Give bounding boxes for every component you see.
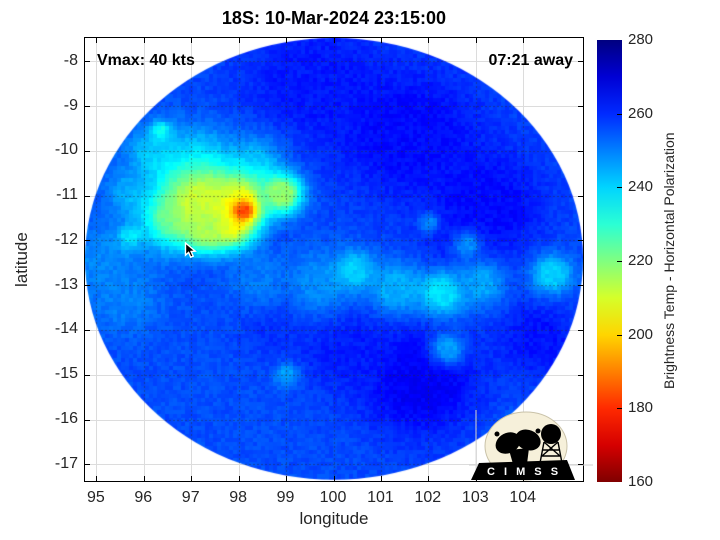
colorbar-tick-mark bbox=[617, 334, 622, 336]
colorbar-tick-label: 240 bbox=[628, 178, 654, 196]
tick-mark bbox=[428, 38, 429, 43]
plot-area: C I M S S Vmax: 40 kts 07:21 away bbox=[84, 37, 593, 482]
x-tick-label: 97 bbox=[181, 489, 200, 506]
tick-mark bbox=[523, 476, 524, 481]
tick-mark bbox=[578, 375, 583, 376]
y-tick-label: -17 bbox=[54, 454, 78, 472]
tick-mark bbox=[578, 285, 583, 286]
y-tick-label: -15 bbox=[54, 365, 78, 383]
y-tick-label: -14 bbox=[54, 320, 78, 338]
tick-mark bbox=[476, 476, 477, 481]
tick-mark bbox=[578, 106, 583, 107]
mouse-cursor-icon bbox=[184, 242, 197, 259]
tick-mark bbox=[381, 476, 382, 481]
tick-mark bbox=[191, 38, 192, 43]
colorbar-tick-label: 160 bbox=[628, 473, 654, 490]
x-tick-label: 101 bbox=[367, 489, 394, 506]
colorbar-tick-label: 180 bbox=[628, 399, 654, 417]
cimss-logo: C I M S S bbox=[469, 410, 593, 481]
tick-mark bbox=[578, 151, 583, 152]
colorbar-tick-mark bbox=[617, 408, 622, 410]
logo-banner bbox=[471, 460, 575, 480]
tick-mark bbox=[85, 330, 90, 331]
x-tick-label: 96 bbox=[134, 489, 153, 506]
y-tick-label: -10 bbox=[54, 141, 78, 159]
satellite-swath-heatmap bbox=[85, 38, 583, 481]
colorbar-tick-mark bbox=[617, 187, 622, 189]
y-tick-label: -13 bbox=[54, 275, 78, 293]
tick-mark bbox=[85, 375, 90, 376]
tick-mark bbox=[191, 476, 192, 481]
satellite-dish-icons bbox=[494, 428, 541, 464]
x-tick-label: 98 bbox=[229, 489, 248, 506]
x-tick-label: 99 bbox=[276, 489, 295, 506]
colorbar-tick-mark bbox=[617, 261, 622, 262]
x-tick-label: 104 bbox=[509, 489, 537, 506]
x-tick-label: 95 bbox=[86, 489, 105, 506]
tick-mark bbox=[578, 330, 583, 331]
figure-title: 18S: 10-Mar-2024 23:15:00 bbox=[221, 8, 447, 28]
colorbar-tick-label: 220 bbox=[628, 252, 654, 269]
tick-mark bbox=[286, 38, 287, 43]
colorbar-tick-label: 280 bbox=[628, 31, 654, 48]
y-tick-label: -16 bbox=[54, 410, 78, 428]
x-tick-label: 102 bbox=[414, 489, 442, 506]
tick-mark bbox=[85, 61, 90, 62]
vmax-annotation: Vmax: 40 kts bbox=[97, 52, 195, 69]
tick-mark bbox=[85, 106, 90, 107]
eta-annotation: 07:21 away bbox=[488, 52, 573, 69]
tick-mark bbox=[144, 38, 145, 43]
tick-mark bbox=[85, 420, 90, 421]
tick-mark bbox=[239, 476, 240, 481]
colorbar-tick-label: 200 bbox=[628, 325, 654, 343]
y-axis-label: latitude bbox=[12, 232, 31, 287]
y-tick-label: -12 bbox=[54, 230, 78, 248]
x-tick-label: 103 bbox=[461, 489, 489, 506]
water-tower-icon bbox=[539, 424, 563, 464]
tick-mark bbox=[381, 38, 382, 43]
tick-mark bbox=[96, 38, 97, 43]
tick-mark bbox=[96, 476, 97, 481]
axis-ticks bbox=[85, 38, 583, 481]
tick-mark bbox=[578, 464, 583, 465]
tick-mark bbox=[578, 240, 583, 241]
logo-text: C I M S S bbox=[487, 466, 561, 478]
colorbar-tick-mark bbox=[617, 113, 622, 115]
tick-mark bbox=[578, 61, 583, 62]
x-tick-label: 100 bbox=[319, 489, 347, 506]
tick-mark bbox=[578, 420, 583, 421]
tick-mark bbox=[85, 464, 90, 465]
x-axis-label: longitude bbox=[299, 509, 369, 528]
tick-mark bbox=[334, 38, 335, 43]
colorbar-label: Brightness Temp - Horizontal Polarizatio… bbox=[661, 132, 677, 390]
y-tick-label: -11 bbox=[56, 186, 78, 204]
tick-mark bbox=[476, 38, 477, 43]
y-tick-label: -9 bbox=[63, 96, 78, 114]
tick-mark bbox=[334, 476, 335, 481]
y-tick-label: -8 bbox=[63, 51, 78, 69]
tick-mark bbox=[85, 196, 90, 197]
tick-mark bbox=[85, 240, 90, 241]
tick-mark bbox=[523, 38, 524, 43]
tick-mark bbox=[428, 476, 429, 481]
tick-mark bbox=[578, 196, 583, 197]
tick-mark bbox=[144, 476, 145, 481]
tick-mark bbox=[85, 151, 90, 152]
tick-mark bbox=[286, 476, 287, 481]
tick-mark bbox=[239, 38, 240, 43]
tick-mark bbox=[85, 285, 90, 286]
colorbar-tick-label: 260 bbox=[628, 104, 654, 122]
